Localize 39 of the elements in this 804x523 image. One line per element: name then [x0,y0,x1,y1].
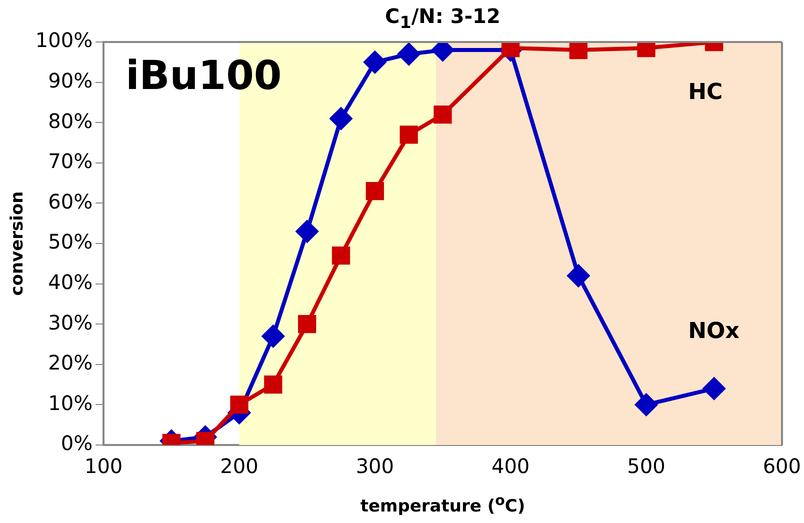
point [264,375,282,394]
y-tick-label: 70% [48,149,93,174]
y-tick-label: 50% [48,230,93,254]
y-tick-label: 30% [48,310,93,334]
point [635,394,658,416]
x-tick-label: 600 [762,454,802,478]
y-tick-label: 60% [48,189,93,214]
point [262,325,284,348]
y-tick-label: 100% [35,28,93,52]
x-tick-label: 400 [491,454,530,478]
y-axis-title: conversion [8,191,28,296]
y-tick-label: 20% [48,350,93,375]
y-tick-label: 0% [60,431,93,456]
y-tick-label: 80% [48,108,93,133]
point [366,182,384,200]
series-label: HC [688,80,723,106]
point [298,315,316,334]
x-tick-label: 500 [627,454,666,478]
point [332,246,350,265]
y-tick-label: 10% [48,390,93,415]
point [398,43,420,66]
x-axis-title: temperature ($^{o}$C) [359,493,526,517]
annotation: iBu100 [126,52,282,100]
point [434,105,452,124]
point [230,396,248,414]
y-tick-label: 40% [48,270,93,294]
point [364,51,386,74]
point [569,42,588,60]
x-tick-label: 100 [84,454,123,478]
chart-title: C$_{1}$/N: 3-12 [384,4,502,32]
point [567,264,590,287]
point [400,126,418,144]
text: NOx [688,318,740,345]
y-tick-label: 90% [48,68,93,93]
x-tick-label: 200 [220,454,258,478]
point [330,108,352,130]
x-tick-label: 300 [356,454,394,478]
point [296,220,318,242]
point [703,378,726,400]
